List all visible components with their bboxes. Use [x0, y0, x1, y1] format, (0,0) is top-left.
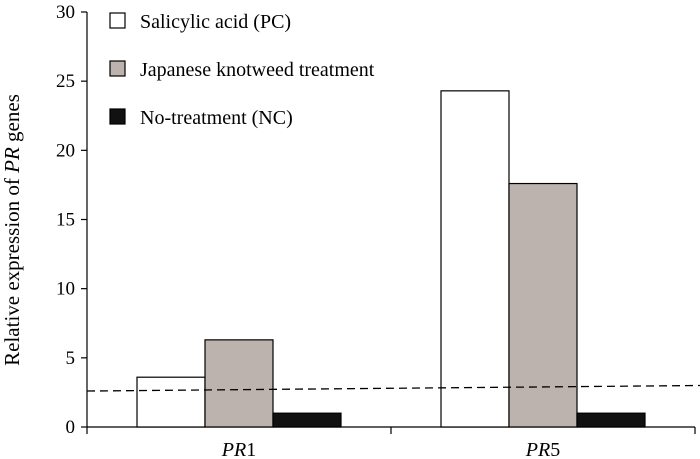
bar — [136, 376, 206, 428]
legend-swatch — [109, 12, 126, 29]
bar — [576, 412, 646, 428]
reference-line — [86, 384, 700, 392]
legend-swatch — [109, 60, 126, 77]
y-axis-title-prefix: Relative expression of — [0, 173, 24, 366]
y-tick-label: 20 — [56, 140, 75, 161]
bar — [204, 339, 274, 428]
y-axis-title: Relative expression of PR genes — [0, 94, 24, 366]
y-tick-label: 5 — [66, 348, 76, 369]
bars — [136, 90, 646, 428]
bar — [272, 412, 342, 428]
reference-line-group — [86, 384, 700, 392]
bar — [440, 90, 510, 428]
bar — [508, 182, 578, 428]
x-axis: PR1 PR5 — [86, 426, 696, 459]
y-tick-label: 0 — [66, 417, 76, 438]
y-axis-title-italic: PR — [0, 147, 24, 174]
x-category-label: PR1 — [221, 439, 256, 459]
x-category-label: PR5 — [525, 439, 560, 459]
legend-label: Salicylic acid (PC) — [140, 11, 291, 33]
legend-label: Japanese knotweed treatment — [140, 59, 375, 81]
y-axis-title-suffix: genes — [0, 94, 24, 147]
legend: Salicylic acid (PC) Japanese knotweed tre… — [109, 11, 375, 129]
y-tick-label: 30 — [56, 2, 75, 23]
legend-label: No-treatment (NC) — [140, 107, 293, 129]
y-axis: 0 5 10 15 20 25 30 — [56, 2, 88, 438]
y-tick-label: 10 — [56, 279, 75, 300]
legend-swatch — [109, 108, 126, 125]
y-tick-label: 25 — [56, 71, 75, 92]
y-tick-label: 15 — [56, 210, 75, 231]
